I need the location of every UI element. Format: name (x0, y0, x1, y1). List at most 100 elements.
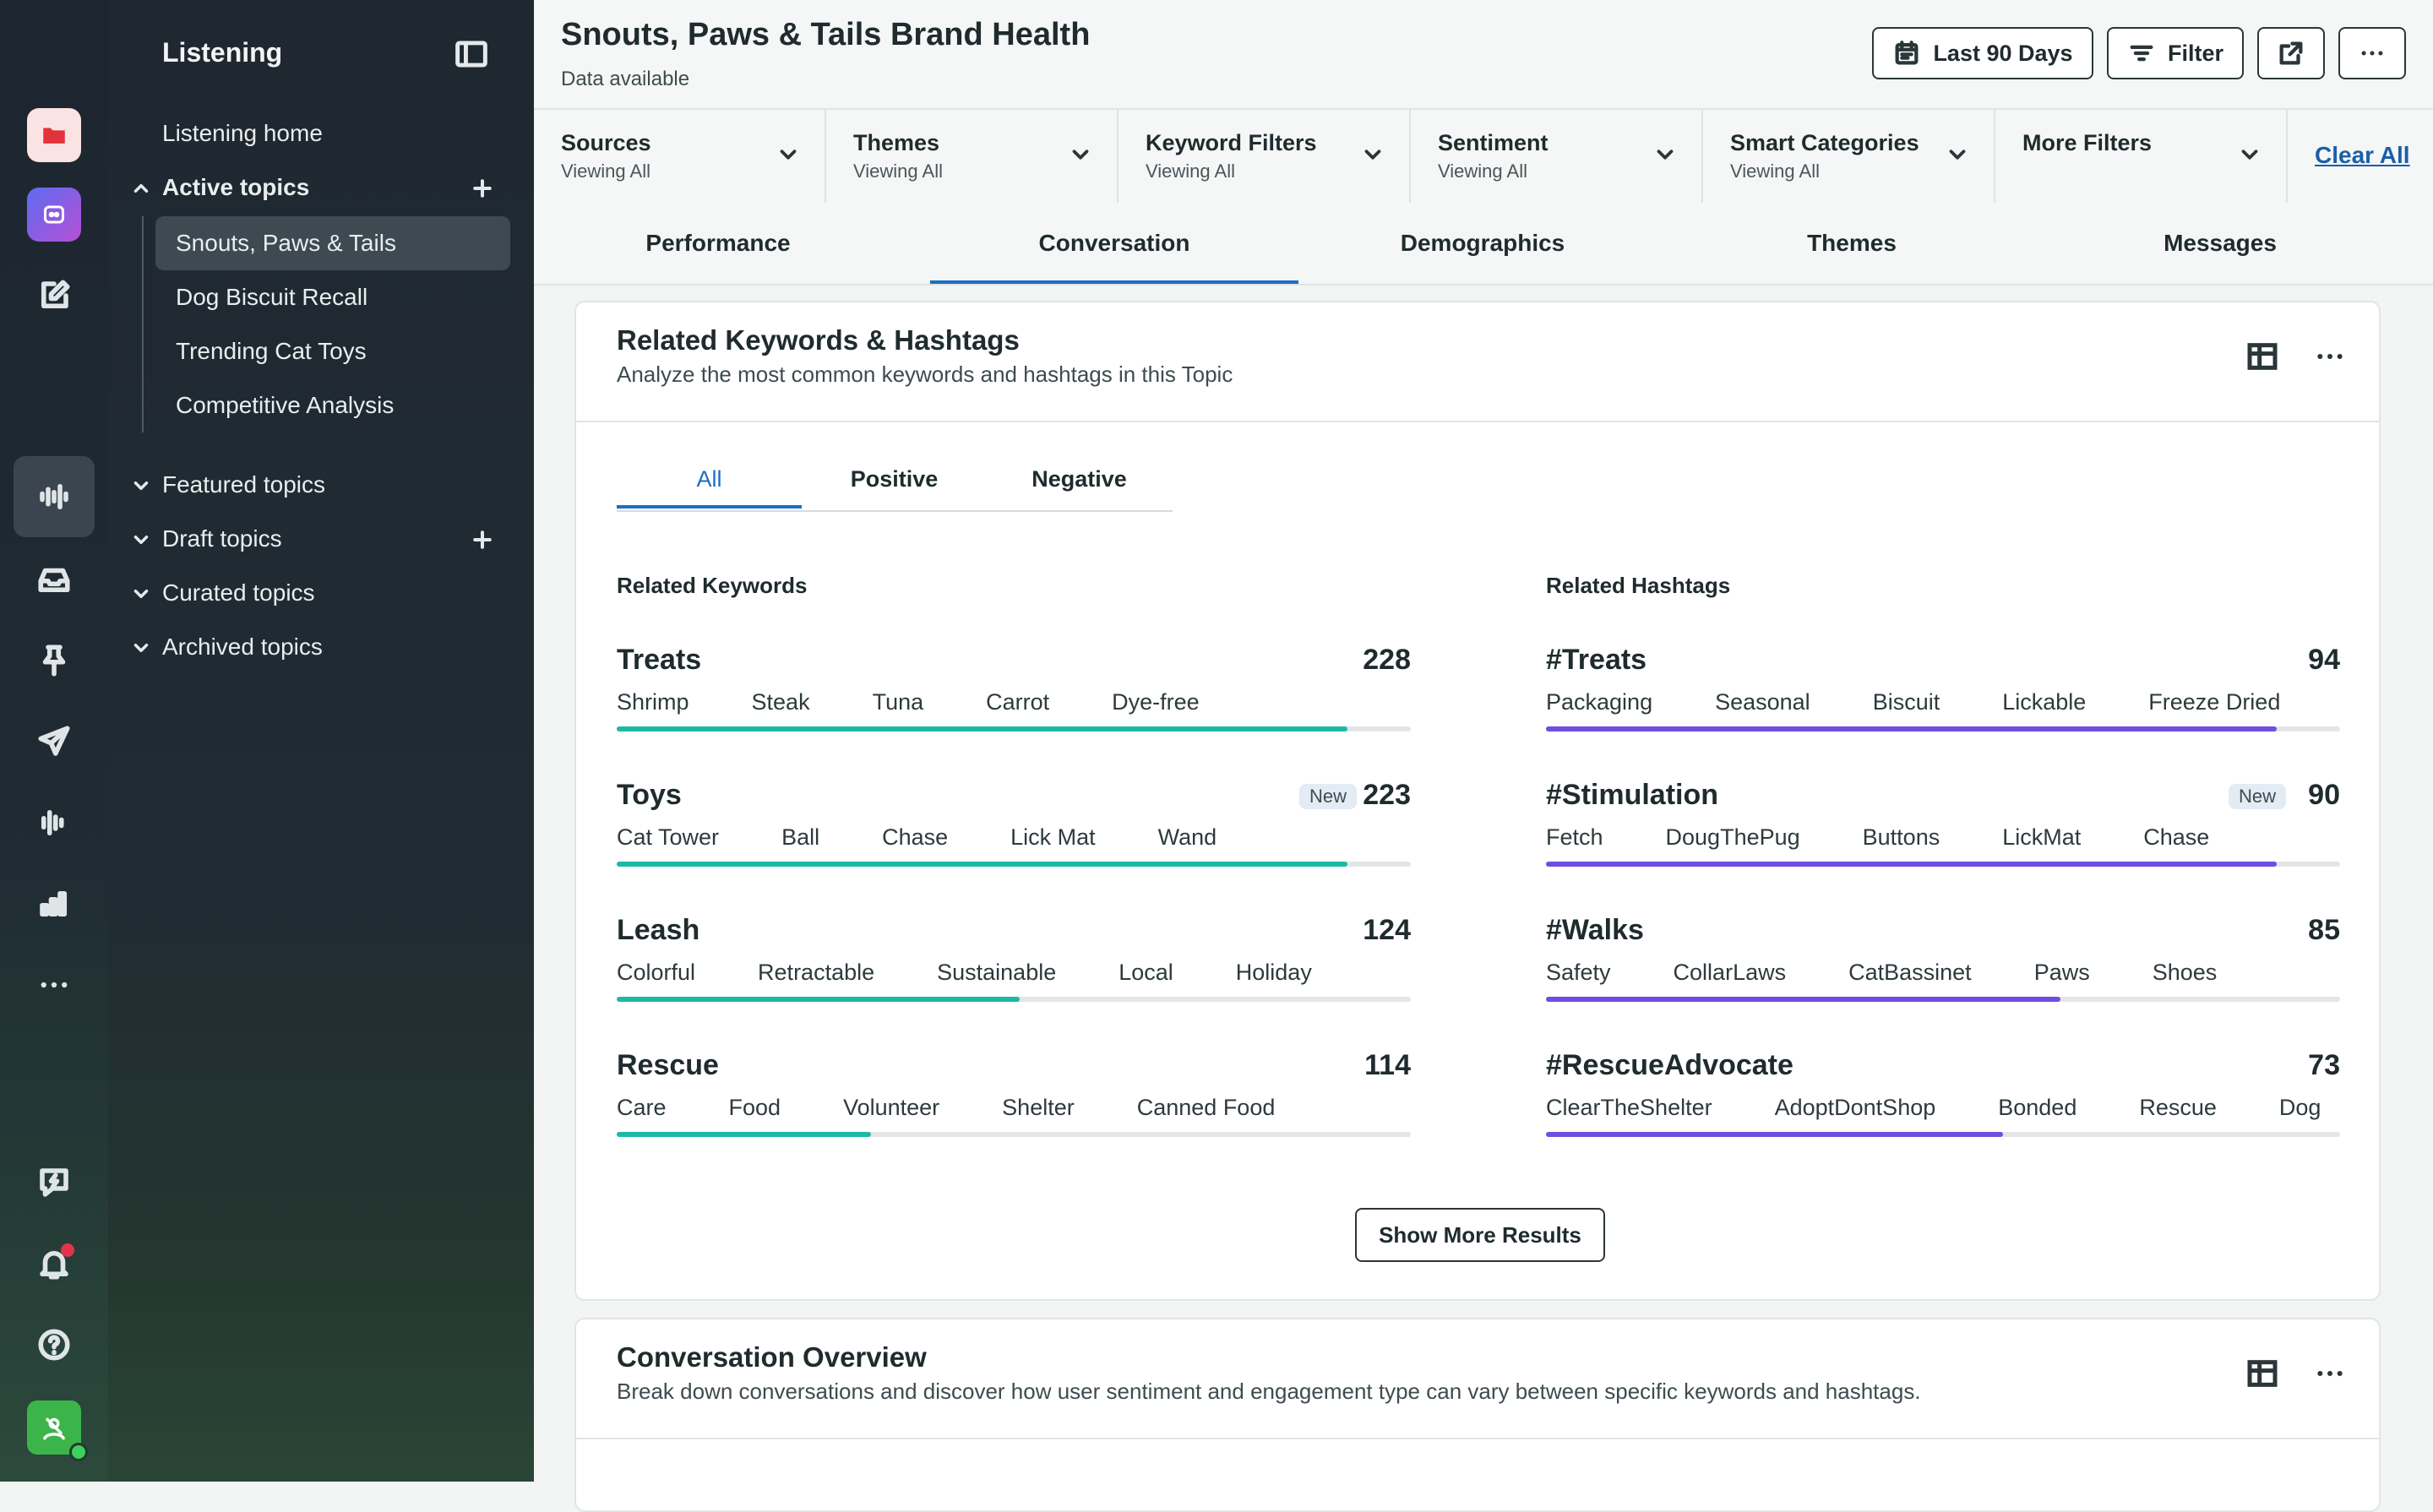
subtab-positive[interactable]: Positive (850, 466, 939, 492)
keyword-row[interactable]: Rescue 114 Care Food Volunteer Shelter Canned … (617, 1049, 1411, 1167)
hashtag-name[interactable]: #Stimulation (1546, 779, 1719, 811)
archived-topics-heading[interactable]: Archived topics (162, 634, 323, 660)
folder-app-button[interactable] (22, 103, 86, 167)
related-term[interactable]: Fetch (1546, 824, 1603, 850)
hashtag-row[interactable]: #RescueAdvocate 73 ClearTheShelter AdoptDon… (1546, 1049, 2340, 1167)
tab-demographics[interactable]: Demographics (1400, 230, 1565, 256)
related-term[interactable]: Shelter (1002, 1095, 1075, 1120)
active-topics-heading[interactable]: Active topics (162, 174, 310, 200)
pin-button[interactable] (22, 628, 86, 693)
hashtag-name[interactable]: #Treats (1546, 644, 1647, 676)
keyword-row[interactable]: Leash 124 Colorful Retractable Sustainable Lo… (617, 914, 1411, 1032)
inbox-button[interactable] (22, 547, 86, 612)
filter-button[interactable]: Filter (2107, 27, 2244, 79)
related-term[interactable]: Dye-free (1112, 689, 1200, 715)
table-view-button[interactable] (2245, 340, 2279, 373)
related-term[interactable]: Safety (1546, 960, 1611, 985)
related-term[interactable]: Chase (2143, 824, 2210, 850)
show-more-results-button[interactable]: Show More Results (1355, 1208, 1605, 1262)
chevron-down-icon[interactable] (130, 583, 152, 605)
related-term[interactable]: Shrimp (617, 689, 689, 715)
collapse-sidebar-button[interactable] (454, 39, 488, 69)
export-button[interactable] (2257, 27, 2325, 79)
related-term[interactable]: CollarLaws (1673, 960, 1787, 985)
topic-item-trending-cat-toys[interactable]: Trending Cat Toys (176, 338, 367, 364)
publish-button[interactable] (22, 710, 86, 774)
related-term[interactable]: Wand (1157, 824, 1217, 850)
hashtag-row[interactable]: #Treats 94 Packaging Seasonal Biscuit Lickabl… (1546, 644, 2340, 762)
related-term[interactable]: Steak (751, 689, 810, 715)
tab-themes[interactable]: Themes (1807, 230, 1897, 256)
related-term[interactable]: Shoes (2152, 960, 2218, 985)
related-term[interactable]: Bonded (1998, 1095, 2077, 1120)
filter-keyword-filters[interactable]: Keyword Filters Viewing All (1119, 110, 1411, 203)
related-term[interactable]: DougThePug (1665, 824, 1800, 850)
related-term[interactable]: Retractable (758, 960, 875, 985)
reviews-button[interactable] (22, 791, 86, 855)
filter-more-filters[interactable]: More Filters (1995, 110, 2288, 203)
related-term[interactable]: Local (1119, 960, 1173, 985)
related-term[interactable]: Biscuit (1872, 689, 1940, 715)
related-term[interactable]: ClearTheShelter (1546, 1095, 1712, 1120)
chevron-up-icon[interactable] (130, 177, 152, 199)
keyword-name[interactable]: Toys (617, 779, 682, 811)
related-term[interactable]: Chase (882, 824, 949, 850)
add-active-topic-button[interactable] (470, 176, 495, 201)
related-term[interactable]: Volunteer (843, 1095, 940, 1120)
filter-sentiment[interactable]: Sentiment Viewing All (1411, 110, 1703, 203)
draft-topics-heading[interactable]: Draft topics (162, 525, 282, 552)
related-term[interactable]: Freeze Dried (2148, 689, 2281, 715)
hashtag-name[interactable]: #RescueAdvocate (1546, 1049, 1793, 1081)
tab-messages[interactable]: Messages (2164, 230, 2277, 256)
listening-button[interactable] (14, 456, 95, 537)
table-view-button[interactable] (2245, 1357, 2279, 1390)
keyword-name[interactable]: Rescue (617, 1049, 719, 1081)
related-term[interactable]: Packaging (1546, 689, 1653, 715)
hashtag-row[interactable]: #Walks 85 Safety CollarLaws CatBassinet Paws S… (1546, 914, 2340, 1032)
notifications-button[interactable] (22, 1232, 86, 1296)
chevron-down-icon[interactable] (130, 637, 152, 659)
hashtag-name[interactable]: #Walks (1546, 914, 1644, 946)
topic-item-dog-biscuit-recall[interactable]: Dog Biscuit Recall (176, 284, 368, 310)
related-term[interactable]: Care (617, 1095, 667, 1120)
filter-themes[interactable]: Themes Viewing All (826, 110, 1119, 203)
keyword-row[interactable]: Toys 223 New Cat Tower Ball Chase Lick Mat Wand (617, 779, 1411, 897)
tab-conversation[interactable]: Conversation (930, 203, 1298, 284)
related-term[interactable]: Seasonal (1715, 689, 1810, 715)
related-term[interactable]: Buttons (1862, 824, 1940, 850)
date-range-button[interactable]: Last 90 Days (1872, 27, 2093, 79)
filter-sources[interactable]: Sources Viewing All (534, 110, 826, 203)
chevron-down-icon[interactable] (130, 529, 152, 551)
topic-item-competitive-analysis[interactable]: Competitive Analysis (176, 392, 395, 418)
related-term[interactable]: Holiday (1235, 960, 1312, 985)
curated-topics-heading[interactable]: Curated topics (162, 579, 315, 606)
related-term[interactable]: Tuna (872, 689, 924, 715)
hashtag-row[interactable]: #Stimulation 90 New Fetch DougThePug Buttons L… (1546, 779, 2340, 897)
feedback-button[interactable] (22, 1150, 86, 1215)
tab-performance[interactable]: Performance (645, 230, 791, 256)
bot-app-button[interactable] (22, 182, 86, 247)
card-more-button[interactable] (2313, 340, 2347, 373)
related-term[interactable]: Dog (2278, 1095, 2321, 1120)
more-apps-button[interactable] (22, 953, 86, 1017)
related-term[interactable]: Carrot (986, 689, 1050, 715)
topic-item-snouts[interactable]: Snouts, Paws & Tails (155, 216, 510, 270)
related-term[interactable]: Food (728, 1095, 781, 1120)
related-term[interactable]: Canned Food (1136, 1095, 1276, 1120)
keyword-name[interactable]: Leash (617, 914, 700, 946)
reports-button[interactable] (22, 872, 86, 936)
clear-all-link[interactable]: Clear All (2315, 142, 2410, 168)
compose-button[interactable] (22, 264, 86, 328)
help-button[interactable] (22, 1313, 86, 1377)
related-term[interactable]: Paws (2033, 960, 2090, 985)
chevron-down-icon[interactable] (130, 475, 152, 497)
related-term[interactable]: LickMat (2002, 824, 2082, 850)
listening-home-link[interactable]: Listening home (162, 120, 323, 146)
related-term[interactable]: AdoptDontShop (1774, 1095, 1936, 1120)
more-options-button[interactable] (2338, 27, 2406, 79)
related-term[interactable]: Colorful (617, 960, 696, 985)
related-term[interactable]: Sustainable (937, 960, 1057, 985)
related-term[interactable]: Lickable (2002, 689, 2087, 715)
related-term[interactable]: CatBassinet (1848, 960, 1972, 985)
add-draft-topic-button[interactable] (470, 527, 495, 552)
